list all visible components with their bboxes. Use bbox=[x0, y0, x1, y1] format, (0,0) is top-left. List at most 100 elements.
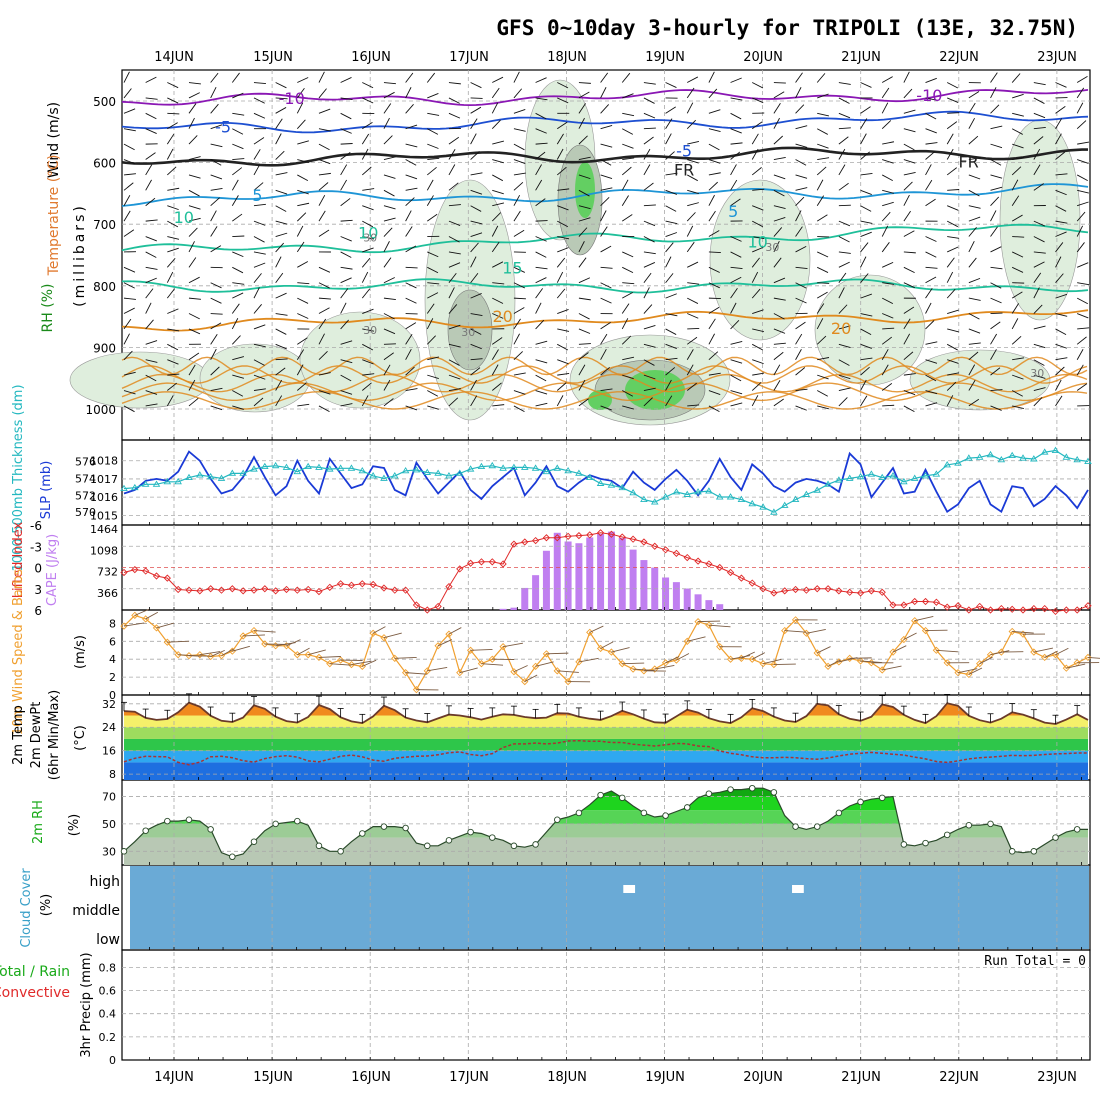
wind-barb bbox=[795, 226, 803, 237]
thickness-point bbox=[921, 472, 930, 479]
wind-barb bbox=[340, 198, 351, 207]
wind-barb bbox=[1033, 183, 1044, 191]
date-label-bottom: 14JUN bbox=[154, 1070, 194, 1085]
wind-barb bbox=[708, 405, 720, 413]
wind-barb bbox=[318, 297, 331, 300]
y-tick-label: 500 bbox=[93, 95, 116, 109]
wind-barb bbox=[600, 297, 612, 304]
wind-barb bbox=[1087, 656, 1100, 659]
isotherm-line bbox=[121, 89, 1089, 107]
wind-barb bbox=[340, 128, 352, 134]
wind-barb bbox=[188, 103, 197, 114]
wind-barb bbox=[297, 337, 308, 345]
wind-barb bbox=[990, 125, 1003, 130]
wind-barb bbox=[297, 647, 310, 656]
cape-bar bbox=[553, 532, 561, 610]
rh2m-point bbox=[705, 790, 713, 797]
cape-bar bbox=[705, 600, 713, 610]
wind-barb bbox=[990, 159, 1002, 166]
thickness-point bbox=[326, 465, 334, 472]
wind-barb bbox=[730, 276, 742, 284]
wind-barb bbox=[806, 629, 826, 634]
wind-barb bbox=[470, 343, 482, 350]
wind-barb bbox=[470, 272, 479, 283]
date-label-top: 23JUN bbox=[1037, 50, 1077, 65]
wind-barb bbox=[708, 181, 718, 191]
wind-barb bbox=[990, 210, 997, 222]
wind-barb bbox=[708, 390, 721, 395]
wind-barb bbox=[600, 333, 608, 345]
wind-barb bbox=[167, 82, 179, 89]
wind-barb bbox=[557, 328, 570, 332]
wind-barb bbox=[556, 257, 566, 268]
wind-barb bbox=[145, 164, 153, 176]
thickness-point bbox=[390, 472, 399, 479]
wind-barb bbox=[968, 313, 980, 320]
wind-barb bbox=[297, 403, 310, 407]
lifted-index-point bbox=[152, 572, 161, 580]
wind-barb bbox=[665, 256, 672, 268]
wind-barb bbox=[882, 404, 895, 407]
wind-barb bbox=[383, 313, 395, 320]
wind-barb bbox=[773, 216, 786, 222]
wind-barb bbox=[578, 103, 586, 114]
wind-barb bbox=[1011, 179, 1019, 191]
wind-barb bbox=[232, 645, 250, 652]
wind-barb bbox=[773, 351, 784, 361]
wind-barb bbox=[275, 256, 282, 268]
wind-barb bbox=[1055, 205, 1067, 212]
wind-barb bbox=[275, 242, 285, 253]
wind-barb bbox=[1076, 336, 1087, 345]
wind-barb bbox=[773, 91, 785, 99]
wind-barb bbox=[275, 328, 287, 335]
lifted-index-point bbox=[672, 549, 681, 557]
wind-barb bbox=[622, 157, 635, 160]
wind-barb bbox=[1055, 82, 1067, 88]
wind-barb bbox=[340, 374, 352, 382]
wind-barb bbox=[903, 333, 911, 345]
wind-barb bbox=[968, 117, 975, 129]
wind-barb bbox=[535, 288, 544, 299]
wind-barb bbox=[946, 288, 956, 299]
wind-barb bbox=[383, 297, 396, 301]
wind-barb bbox=[946, 167, 957, 176]
contour-label: 30 bbox=[461, 326, 475, 339]
thickness-point bbox=[640, 495, 648, 503]
y-tick-label: 1098 bbox=[90, 544, 118, 557]
wind-barb bbox=[817, 646, 831, 654]
cloud-gap bbox=[792, 885, 804, 893]
wind-barb bbox=[1033, 396, 1043, 407]
wind-barb bbox=[643, 262, 656, 268]
wind-barb bbox=[903, 171, 916, 176]
wind-barb bbox=[167, 359, 179, 365]
y-tick-label: 800 bbox=[93, 280, 116, 294]
wind-barb bbox=[947, 246, 959, 253]
wind-barb bbox=[188, 379, 196, 391]
wind-barb bbox=[362, 659, 377, 667]
wind-barb bbox=[1076, 383, 1088, 391]
wind-speed-point bbox=[163, 638, 171, 646]
wind-barb bbox=[881, 211, 891, 222]
wind-barb bbox=[123, 159, 136, 165]
cape-bar bbox=[618, 538, 626, 610]
rh2m-point bbox=[1030, 848, 1038, 855]
lifted-index-point bbox=[521, 538, 529, 546]
wind-speed-line bbox=[123, 614, 1089, 691]
wind-barb bbox=[968, 189, 980, 197]
wind-barb bbox=[491, 119, 501, 130]
lifted-index-point bbox=[304, 585, 312, 594]
thickness-point bbox=[856, 472, 865, 480]
wind-barb bbox=[340, 152, 351, 160]
thickness-point bbox=[1062, 453, 1071, 460]
wind-barb bbox=[405, 405, 418, 411]
wind-barb bbox=[340, 179, 348, 191]
wind-barb bbox=[903, 88, 913, 99]
y-tick-label: middle bbox=[72, 903, 120, 919]
wind-barb bbox=[838, 304, 848, 314]
wind-barb bbox=[687, 261, 699, 268]
wind-barb bbox=[1011, 166, 1022, 176]
wind-barb bbox=[221, 648, 234, 657]
wind-barb bbox=[383, 103, 392, 114]
wind-barb bbox=[600, 322, 611, 330]
lifted-index-point bbox=[856, 589, 865, 597]
